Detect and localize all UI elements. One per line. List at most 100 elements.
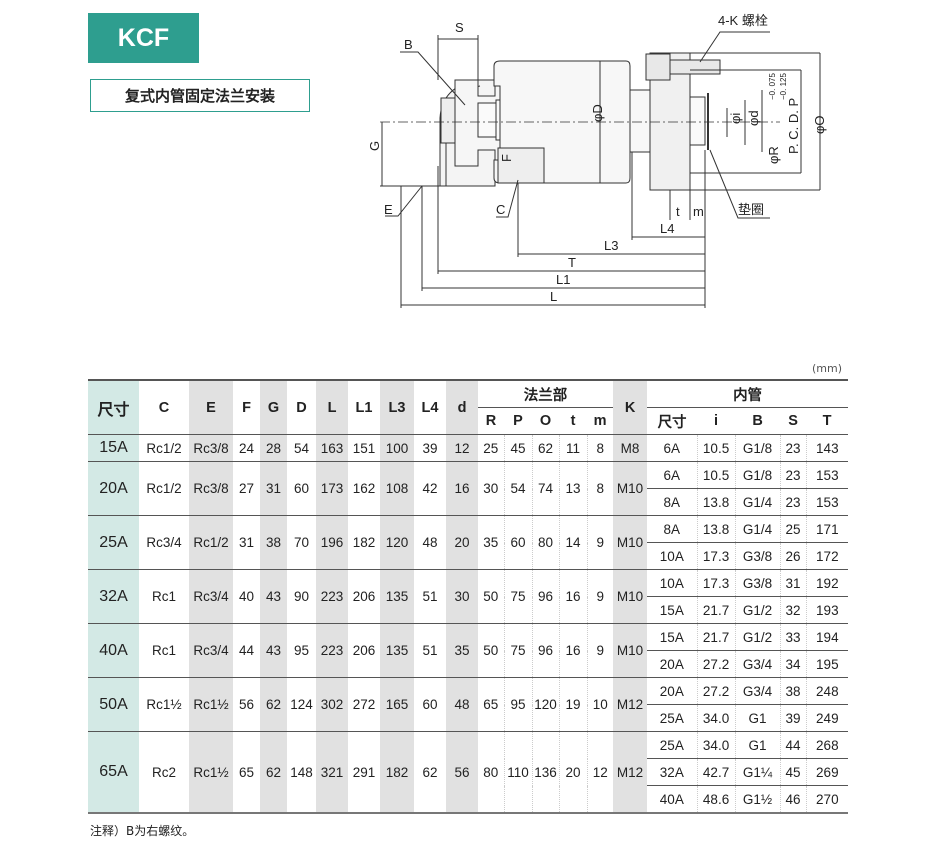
cell-l: 173 bbox=[316, 461, 348, 516]
cell-l: 302 bbox=[316, 677, 348, 732]
cell-t: 269 bbox=[805, 758, 849, 786]
spec-table-body: 15A Rc1/2 Rc3/8 24 28 54 163 151 100 39 12 25 45 62 11… bbox=[88, 434, 849, 814]
cell-t: 19 bbox=[558, 677, 587, 732]
cell-e: Rc1½ bbox=[189, 677, 233, 732]
cell-o: 80 bbox=[531, 515, 559, 570]
cell-size: 25A bbox=[88, 515, 139, 570]
cell-s: 39 bbox=[779, 704, 807, 732]
cell-t: 172 bbox=[805, 542, 849, 570]
header-F: F bbox=[233, 379, 260, 435]
cell-l3: 165 bbox=[380, 677, 414, 732]
cell-p: 54 bbox=[503, 461, 532, 516]
cell-t: 16 bbox=[558, 569, 587, 624]
cell-c: Rc1/2 bbox=[139, 434, 189, 462]
cell-t: 268 bbox=[805, 731, 849, 759]
cell-i: 10.5 bbox=[696, 461, 736, 489]
cell-d: 12 bbox=[446, 434, 478, 462]
cell-e: Rc1½ bbox=[189, 731, 233, 814]
label-T: T bbox=[568, 255, 576, 270]
cell-i: 48.6 bbox=[696, 785, 736, 814]
label-phi-O: φO bbox=[812, 115, 827, 134]
header-m: m bbox=[587, 407, 614, 435]
cell-b: G1/2 bbox=[734, 623, 781, 651]
cell-f: 40 bbox=[233, 569, 260, 624]
cell-g: 62 bbox=[260, 731, 287, 814]
header-D: D bbox=[287, 379, 316, 435]
cell-l1: 182 bbox=[348, 515, 380, 570]
cell-i: 34.0 bbox=[696, 731, 736, 759]
label-m: m bbox=[693, 204, 704, 219]
table-row: 25A 34.0 G1 39 249 bbox=[88, 704, 849, 732]
cell-d: 60 bbox=[287, 461, 316, 516]
header-L4: L4 bbox=[414, 379, 446, 435]
cell-c: Rc1½ bbox=[139, 677, 189, 732]
header-E: E bbox=[189, 379, 233, 435]
cell-d: 16 bbox=[446, 461, 478, 516]
cell-s: 32 bbox=[779, 596, 807, 624]
table-row: 32A 42.7 G1¼ 45 269 bbox=[88, 758, 849, 786]
cell-i: 13.8 bbox=[696, 515, 736, 543]
cell-s: 33 bbox=[779, 623, 807, 651]
cell-l4: 42 bbox=[414, 461, 446, 516]
cell-inner-size: 40A bbox=[647, 785, 698, 814]
table-row: 50A Rc1½ Rc1½ 56 62 124 302 272 165 60 48 65 95 120 19… bbox=[88, 677, 849, 732]
cell-f: 31 bbox=[233, 515, 260, 570]
cell-l: 223 bbox=[316, 569, 348, 624]
cell-size: 20A bbox=[88, 461, 139, 516]
table-row: 32A Rc1 Rc3/4 40 43 90 223 206 135 51 30 50 75 96 16 9 M… bbox=[88, 569, 849, 624]
header-L: L bbox=[316, 379, 348, 435]
cell-e: Rc1/2 bbox=[189, 515, 233, 570]
cell-k: M10 bbox=[613, 569, 648, 624]
table-row: 15A 21.7 G1/2 32 193 bbox=[88, 596, 849, 624]
cell-s: 45 bbox=[779, 758, 807, 786]
bolt bbox=[645, 53, 671, 81]
cell-p: 60 bbox=[503, 515, 532, 570]
cell-f: 65 bbox=[233, 731, 260, 814]
spec-table: 尺寸 C E F G D L L1 L3 L4 d 法兰部 K 内管 R P O… bbox=[88, 379, 849, 814]
cell-k: M10 bbox=[613, 623, 648, 678]
cell-s: 26 bbox=[779, 542, 807, 570]
cell-o: 62 bbox=[531, 434, 559, 462]
header-R: R bbox=[478, 407, 504, 435]
header-O: O bbox=[532, 407, 559, 435]
cell-s: 31 bbox=[779, 569, 807, 597]
cell-e: Rc3/8 bbox=[189, 461, 233, 516]
cell-l4: 51 bbox=[414, 623, 446, 678]
cell-b: G1 bbox=[734, 704, 781, 732]
cell-inner-size: 10A bbox=[647, 569, 698, 597]
cell-t: 153 bbox=[805, 488, 849, 516]
label-L: L bbox=[550, 289, 557, 304]
cell-p: 110 bbox=[503, 731, 532, 814]
cell-e: Rc3/8 bbox=[189, 434, 233, 462]
header-B: B bbox=[735, 407, 781, 435]
cell-m: 9 bbox=[586, 623, 614, 678]
table-row: 15A Rc1/2 Rc3/8 24 28 54 163 151 100 39 12 25 45 62 11… bbox=[88, 434, 849, 462]
cell-f: 44 bbox=[233, 623, 260, 678]
header-G: G bbox=[260, 379, 287, 435]
cell-l3: 135 bbox=[380, 569, 414, 624]
header-d: d bbox=[446, 379, 478, 435]
cell-l4: 62 bbox=[414, 731, 446, 814]
cell-r: 65 bbox=[478, 677, 504, 732]
cell-inner-size: 6A bbox=[647, 461, 698, 489]
cell-inner-size: 32A bbox=[647, 758, 698, 786]
label-bolt: 4-K 螺栓 bbox=[718, 13, 768, 28]
cell-inner-size: 15A bbox=[647, 596, 698, 624]
cell-c: Rc3/4 bbox=[139, 515, 189, 570]
cell-s: 23 bbox=[779, 434, 807, 462]
table-row: 25A Rc3/4 Rc1/2 31 38 70 196 182 120 48 20 35 60 80 14… bbox=[88, 515, 849, 570]
cell-r: 50 bbox=[478, 569, 504, 624]
cell-d: 30 bbox=[446, 569, 478, 624]
cell-i: 17.3 bbox=[696, 542, 736, 570]
cell-m: 8 bbox=[586, 461, 614, 516]
cell-l3: 100 bbox=[380, 434, 414, 462]
cell-b: G1/4 bbox=[734, 515, 781, 543]
label-C: C bbox=[496, 202, 505, 217]
cell-l4: 39 bbox=[414, 434, 446, 462]
cell-t: 16 bbox=[558, 623, 587, 678]
table-row: 10A 17.3 G3/8 26 172 bbox=[88, 542, 849, 570]
cell-t: 143 bbox=[805, 434, 849, 462]
cell-o: 136 bbox=[531, 731, 559, 814]
cell-o: 96 bbox=[531, 623, 559, 678]
cell-f: 27 bbox=[233, 461, 260, 516]
